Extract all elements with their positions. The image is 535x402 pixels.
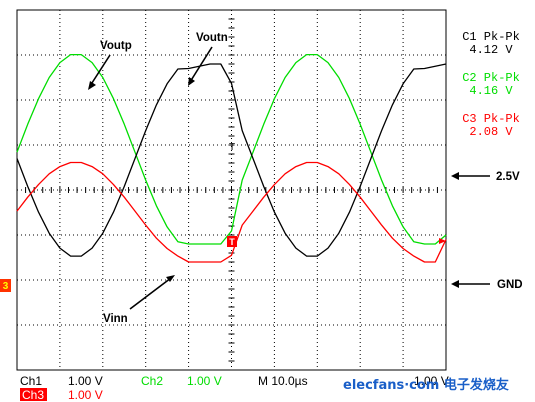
ref-gnd-label: GND <box>497 279 523 291</box>
c2-measurement-label: C2 Pk-Pk <box>462 71 520 85</box>
graticule <box>16 9 447 371</box>
trigger-level-arrow <box>439 238 446 244</box>
ch1-label: Ch1 <box>20 374 42 388</box>
vinn-arrow-head <box>166 275 175 282</box>
ch3-ground-marker <box>0 279 11 292</box>
ch2-label: Ch2 <box>141 374 163 388</box>
voutp-trace <box>16 53 447 245</box>
waveform-traces <box>16 53 447 263</box>
voutn-arrow-shaft <box>189 46 213 83</box>
c3-measurement-value: 2.08 V <box>469 125 513 139</box>
red-trace-marker-label: T <box>229 237 235 247</box>
voutp-label: Voutp <box>100 40 132 52</box>
ch3-label: Ch3 <box>22 388 44 402</box>
vinn-label: Vinn <box>103 313 128 325</box>
c1-measurement-value: 4.12 V <box>469 43 513 57</box>
red-trace-marker <box>227 236 237 247</box>
extra-reading: 1.00 V <box>414 374 449 388</box>
trigger-marker: T <box>229 142 235 153</box>
watermark: elecfans·com 电子发烧友 <box>343 377 509 393</box>
ref-25v-arrow-head <box>451 172 459 180</box>
ref-25v-label: 2.5V <box>496 171 520 183</box>
ch1-scale: 1.00 V <box>68 374 103 388</box>
voutn-label: Voutn <box>196 32 228 44</box>
ch2-scale: 1.00 V <box>187 374 222 388</box>
ref-gnd-arrow-head <box>451 280 459 288</box>
timebase: M 10.0µs <box>258 374 308 388</box>
voutp-arrow-head <box>88 81 96 90</box>
voutn-arrow-head <box>188 77 195 86</box>
ch3-label-box <box>20 388 47 401</box>
c1-measurement-label: C1 Pk-Pk <box>462 30 520 44</box>
vinn-trace <box>16 161 447 263</box>
c3-measurement-label: C3 Pk-Pk <box>462 112 520 126</box>
vinn-arrow-shaft <box>129 277 172 310</box>
voutn-trace <box>16 63 447 257</box>
ch3-ground-marker-label: 3 <box>3 281 9 292</box>
c2-measurement-value: 4.16 V <box>469 84 513 98</box>
ch3-scale: 1.00 V <box>68 388 103 402</box>
voutp-arrow-shaft <box>89 54 111 87</box>
